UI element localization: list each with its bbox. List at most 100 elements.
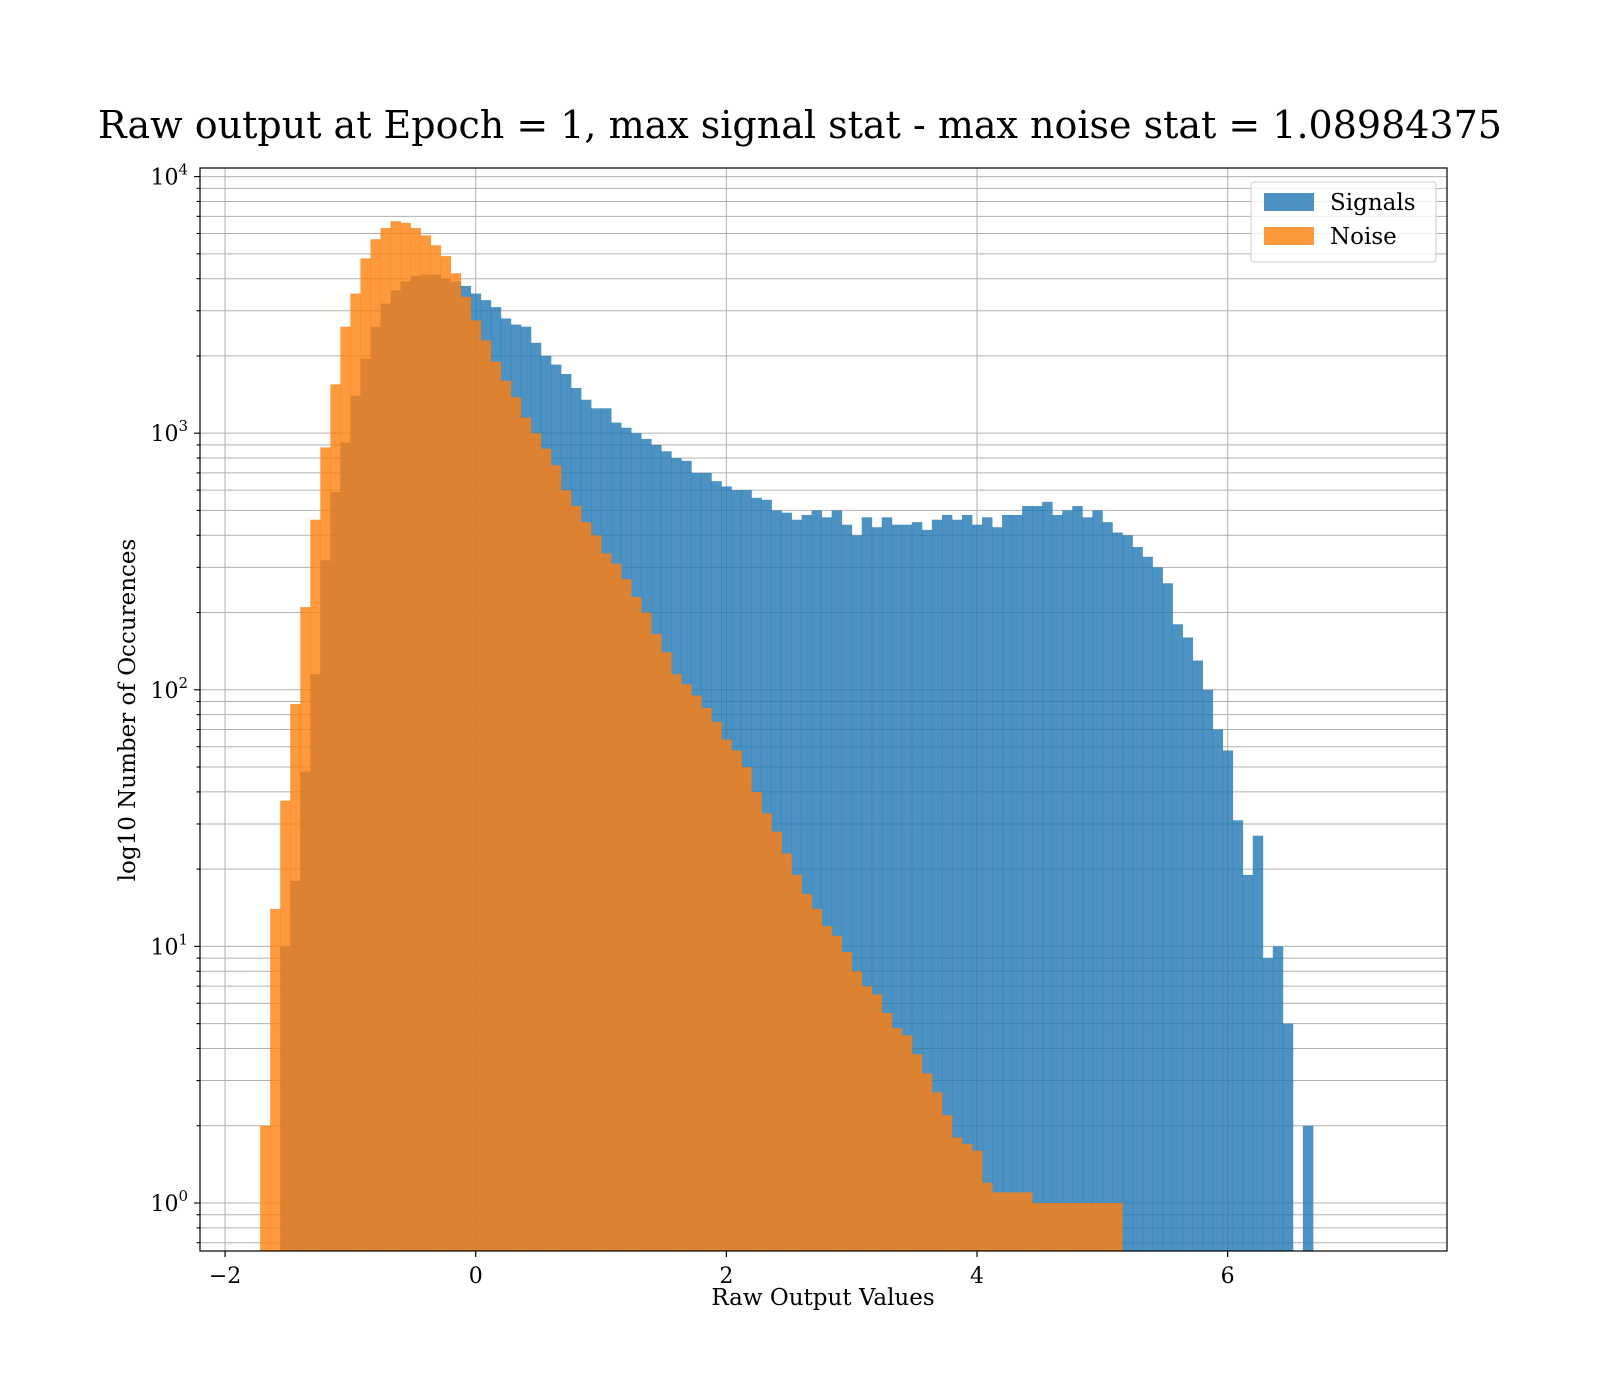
- bar-noise: [380, 228, 391, 1251]
- bar-noise: [761, 813, 772, 1251]
- bar-noise: [631, 596, 642, 1251]
- bar-signals: [992, 527, 1003, 1251]
- bar-noise: [510, 397, 522, 1251]
- bar-signals: [1272, 946, 1284, 1251]
- bar-noise: [540, 448, 552, 1251]
- legend: Signals Noise: [1250, 181, 1437, 263]
- bar-noise: [1012, 1192, 1023, 1251]
- legend-label-noise: Noise: [1330, 224, 1397, 250]
- bar-noise: [520, 417, 532, 1251]
- bar-noise: [611, 563, 622, 1251]
- bar-noise: [961, 1143, 973, 1251]
- bar-noise: [911, 1054, 923, 1251]
- bar-signals: [1042, 501, 1053, 1251]
- bar-noise: [1072, 1202, 1083, 1251]
- y-tick-label: 101: [150, 930, 188, 960]
- bar-signals: [972, 524, 983, 1251]
- bar-noise: [841, 952, 853, 1251]
- bar-signals: [1022, 506, 1033, 1251]
- bar-signals: [871, 527, 883, 1251]
- bar-noise: [580, 522, 592, 1251]
- bar-noise: [601, 553, 612, 1251]
- bar-noise: [500, 380, 512, 1251]
- x-tick-label: 0: [469, 1264, 483, 1289]
- bar-signals: [811, 510, 823, 1251]
- bar-signals: [982, 517, 993, 1251]
- bar-noise: [480, 340, 492, 1252]
- bar-noise: [661, 652, 672, 1251]
- y-tick-label: 102: [150, 674, 188, 704]
- bar-noise: [370, 239, 381, 1252]
- bar-noise: [681, 684, 692, 1251]
- bar-noise: [711, 721, 722, 1251]
- y-axis-ticks: 100 101 102 103 104: [150, 161, 200, 1244]
- bar-signals: [1212, 729, 1224, 1251]
- bar-signals: [831, 510, 843, 1251]
- bar-noise: [360, 258, 371, 1251]
- bar-noise: [1052, 1202, 1063, 1251]
- y-axis-label: log10 Number of Occurences: [115, 539, 141, 882]
- y-tick-label: 103: [150, 417, 188, 447]
- bar-noise: [701, 707, 712, 1251]
- bar-noise: [1042, 1202, 1053, 1251]
- bar-noise: [300, 607, 311, 1251]
- bar-signals: [1002, 514, 1013, 1251]
- bar-noise: [550, 465, 562, 1251]
- bar-noise: [982, 1182, 993, 1251]
- bar-noise: [340, 326, 351, 1251]
- bar-noise: [1102, 1202, 1113, 1251]
- bar-signals: [1092, 510, 1103, 1251]
- bar-signals: [961, 514, 973, 1251]
- bar-noise: [821, 926, 833, 1251]
- bar-signals: [921, 529, 933, 1251]
- bar-signals: [1192, 660, 1204, 1251]
- bar-noise: [1092, 1202, 1103, 1251]
- bar-noise: [310, 519, 321, 1251]
- bar-noise: [440, 256, 452, 1251]
- bar-noise: [851, 971, 863, 1251]
- bar-signals: [1012, 514, 1023, 1251]
- bar-noise: [350, 293, 361, 1251]
- bar-noise: [891, 1028, 903, 1251]
- bar-noise: [430, 245, 442, 1252]
- bar-noise: [621, 579, 632, 1251]
- bar-noise: [330, 384, 341, 1251]
- bar-noise: [280, 800, 291, 1251]
- bar-noise: [691, 695, 702, 1251]
- bar-signals: [1202, 689, 1214, 1251]
- bar-noise: [751, 791, 762, 1251]
- bar-signals: [1182, 637, 1193, 1251]
- bar-signals: [1242, 874, 1254, 1251]
- bar-noise: [530, 433, 542, 1252]
- bar-noise: [390, 221, 401, 1252]
- bar-noise: [260, 1125, 271, 1251]
- bar-noise: [270, 908, 281, 1251]
- plot-area: [199, 167, 1448, 1252]
- bar-noise: [801, 894, 812, 1251]
- bar-noise: [1022, 1192, 1033, 1251]
- bar-signals: [1102, 522, 1113, 1251]
- bar-signals: [911, 522, 923, 1251]
- bar-signals: [1302, 1125, 1314, 1251]
- bar-signals: [1232, 820, 1244, 1251]
- bar-noise: [861, 986, 873, 1251]
- bar-signals: [841, 524, 853, 1251]
- noise-bars: [260, 221, 1123, 1252]
- bar-signals: [1052, 514, 1063, 1251]
- bar-noise: [881, 1013, 893, 1251]
- bar-noise: [400, 222, 411, 1251]
- bar-noise: [290, 704, 301, 1251]
- bar-noise: [931, 1092, 943, 1251]
- bar-noise: [791, 874, 802, 1251]
- bar-signals: [891, 524, 903, 1251]
- bar-signals: [1072, 506, 1083, 1251]
- bar-noise: [871, 994, 883, 1251]
- legend-label-signals: Signals: [1330, 190, 1416, 216]
- bar-signals: [1282, 1023, 1294, 1251]
- bar-signals: [1172, 624, 1183, 1251]
- bar-noise: [771, 831, 782, 1251]
- bar-signals: [851, 535, 863, 1251]
- bar-signals: [1112, 532, 1123, 1251]
- bar-signals: [1132, 547, 1143, 1251]
- bar-noise: [781, 853, 792, 1251]
